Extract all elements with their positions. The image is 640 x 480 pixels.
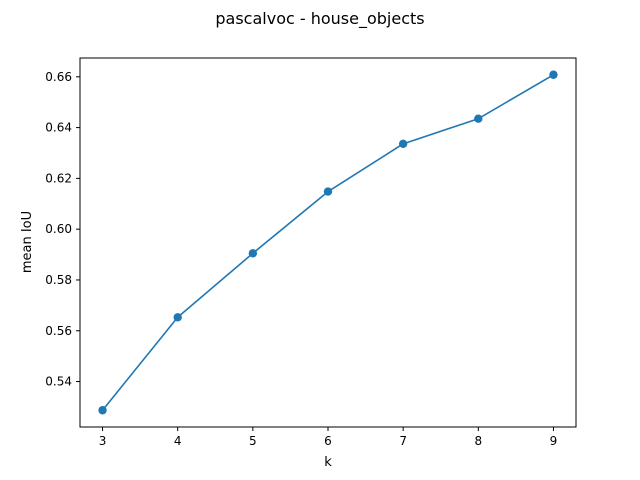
- y-axis-label: mean IoU: [20, 211, 35, 273]
- x-tick-label: 9: [550, 434, 558, 448]
- y-tick-label: 0.62: [45, 171, 72, 185]
- x-tick-label: 6: [324, 434, 332, 448]
- y-tick-label: 0.66: [45, 70, 72, 84]
- series-layer: [98, 70, 558, 415]
- data-point-k-4: [173, 313, 182, 322]
- x-tick-label: 8: [474, 434, 482, 448]
- x-axis-label: k: [324, 455, 332, 470]
- chart-title: pascalvoc - house_objects: [215, 9, 424, 29]
- x-axis-ticks: 3 4 5 6 7 8 9: [99, 427, 558, 448]
- data-point-k-8: [474, 114, 483, 123]
- data-point-k-9: [549, 70, 558, 79]
- y-tick-label: 0.56: [45, 324, 72, 338]
- data-point-k-3: [98, 406, 107, 415]
- x-tick-label: 7: [399, 434, 407, 448]
- x-tick-label: 4: [174, 434, 182, 448]
- x-tick-label: 3: [99, 434, 107, 448]
- x-tick-label: 5: [249, 434, 257, 448]
- y-axis-ticks: 0.54 0.56 0.58 0.60 0.62 0.64 0.66: [45, 70, 80, 389]
- y-tick-label: 0.58: [45, 273, 72, 287]
- y-tick-label: 0.54: [45, 375, 72, 389]
- data-point-k-7: [398, 139, 408, 149]
- y-tick-label: 0.60: [45, 222, 72, 236]
- data-point-k-6: [323, 187, 333, 196]
- data-point-k-5: [248, 249, 258, 258]
- y-tick-label: 0.64: [45, 121, 72, 135]
